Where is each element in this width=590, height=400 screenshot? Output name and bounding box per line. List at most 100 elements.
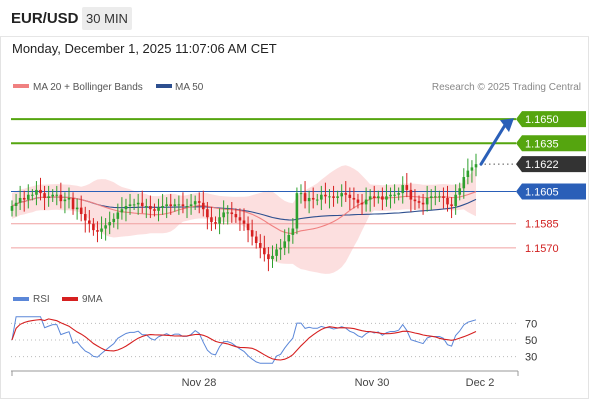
- candle-111[interactable]: [462, 168, 466, 199]
- candle-102[interactable]: [425, 185, 429, 212]
- candle-5[interactable]: [31, 189, 34, 201]
- candle-77[interactable]: [324, 182, 327, 204]
- candle-10[interactable]: [51, 189, 55, 202]
- candle-84[interactable]: [352, 187, 356, 209]
- candle-26[interactable]: [116, 203, 120, 230]
- candle-48[interactable]: [206, 201, 209, 230]
- candle-29[interactable]: [128, 193, 132, 215]
- candle-87[interactable]: [364, 187, 368, 212]
- candle-73[interactable]: [307, 190, 311, 214]
- candle-58[interactable]: [246, 216, 250, 243]
- candle-23[interactable]: [104, 218, 107, 241]
- candle-55[interactable]: [234, 208, 238, 223]
- candle-12[interactable]: [59, 182, 63, 209]
- candle-4[interactable]: [26, 184, 30, 209]
- candle-47[interactable]: [201, 190, 205, 217]
- candle-88[interactable]: [368, 189, 372, 212]
- candle-8[interactable]: [43, 185, 46, 211]
- candle-45[interactable]: [193, 195, 197, 211]
- candle-89[interactable]: [372, 185, 376, 207]
- candle-109[interactable]: [454, 184, 457, 215]
- candle-1[interactable]: [14, 193, 18, 217]
- candle-76[interactable]: [320, 185, 323, 211]
- candle-63[interactable]: [267, 247, 270, 272]
- candle-2[interactable]: [18, 185, 22, 211]
- candle-44[interactable]: [189, 193, 193, 215]
- candle-40[interactable]: [173, 198, 177, 212]
- candle-65[interactable]: [275, 243, 278, 262]
- candle-69[interactable]: [291, 218, 295, 244]
- candle-75[interactable]: [315, 193, 319, 206]
- candle-114[interactable]: [474, 153, 478, 177]
- candle-81[interactable]: [340, 184, 343, 207]
- candle-97[interactable]: [405, 173, 409, 198]
- candle-85[interactable]: [356, 193, 360, 209]
- candle-33[interactable]: [145, 198, 148, 219]
- candle-13[interactable]: [63, 192, 67, 214]
- candle-67[interactable]: [283, 229, 287, 256]
- candle-95[interactable]: [397, 187, 400, 201]
- candle-105[interactable]: [438, 190, 441, 202]
- candle-96[interactable]: [401, 176, 405, 204]
- candle-21[interactable]: [96, 221, 99, 243]
- candle-31[interactable]: [136, 193, 140, 215]
- candle-71[interactable]: [299, 184, 303, 204]
- candle-22[interactable]: [100, 216, 103, 239]
- candle-51[interactable]: [218, 208, 221, 235]
- candle-6[interactable]: [35, 181, 38, 206]
- candle-66[interactable]: [279, 238, 282, 260]
- candle-16[interactable]: [75, 198, 79, 220]
- candle-60[interactable]: [254, 230, 258, 249]
- candle-20[interactable]: [92, 218, 95, 236]
- candle-78[interactable]: [328, 189, 331, 209]
- candle-98[interactable]: [409, 182, 413, 212]
- candle-41[interactable]: [177, 195, 181, 215]
- candle-112[interactable]: [466, 158, 470, 185]
- candle-11[interactable]: [55, 185, 59, 206]
- candle-35[interactable]: [153, 203, 156, 217]
- candle-108[interactable]: [450, 197, 453, 219]
- candle-27[interactable]: [120, 197, 124, 220]
- candle-39[interactable]: [169, 193, 173, 215]
- candle-93[interactable]: [389, 187, 392, 209]
- candle-34[interactable]: [149, 195, 152, 219]
- candle-24[interactable]: [108, 211, 111, 235]
- candle-52[interactable]: [222, 200, 225, 225]
- candle-54[interactable]: [230, 201, 234, 223]
- candle-68[interactable]: [287, 227, 291, 254]
- candle-62[interactable]: [263, 235, 266, 262]
- candle-53[interactable]: [226, 205, 230, 225]
- candle-103[interactable]: [429, 189, 433, 211]
- candle-30[interactable]: [132, 198, 136, 211]
- candle-72[interactable]: [303, 181, 307, 209]
- candle-92[interactable]: [385, 184, 388, 207]
- candle-0[interactable]: [10, 200, 14, 217]
- candle-28[interactable]: [124, 198, 128, 222]
- candle-83[interactable]: [348, 187, 352, 211]
- candles-layer[interactable]: [10, 153, 478, 272]
- candle-18[interactable]: [83, 206, 87, 233]
- candle-70[interactable]: [295, 187, 299, 235]
- candle-14[interactable]: [67, 187, 71, 209]
- candle-79[interactable]: [332, 185, 335, 207]
- candle-57[interactable]: [242, 208, 246, 231]
- candle-61[interactable]: [258, 234, 262, 259]
- candle-3[interactable]: [22, 190, 26, 212]
- candle-56[interactable]: [238, 208, 242, 231]
- candle-86[interactable]: [360, 193, 364, 215]
- candle-106[interactable]: [442, 187, 445, 209]
- candle-32[interactable]: [140, 190, 144, 214]
- candle-59[interactable]: [250, 219, 254, 246]
- candle-91[interactable]: [381, 187, 384, 211]
- candle-113[interactable]: [470, 160, 474, 183]
- candle-37[interactable]: [161, 193, 164, 215]
- candle-101[interactable]: [421, 193, 425, 215]
- candle-9[interactable]: [47, 185, 50, 207]
- candle-99[interactable]: [413, 189, 417, 211]
- candle-17[interactable]: [79, 195, 83, 222]
- candle-36[interactable]: [157, 198, 160, 222]
- candle-90[interactable]: [377, 190, 380, 204]
- candle-64[interactable]: [271, 245, 274, 268]
- candle-38[interactable]: [165, 197, 168, 219]
